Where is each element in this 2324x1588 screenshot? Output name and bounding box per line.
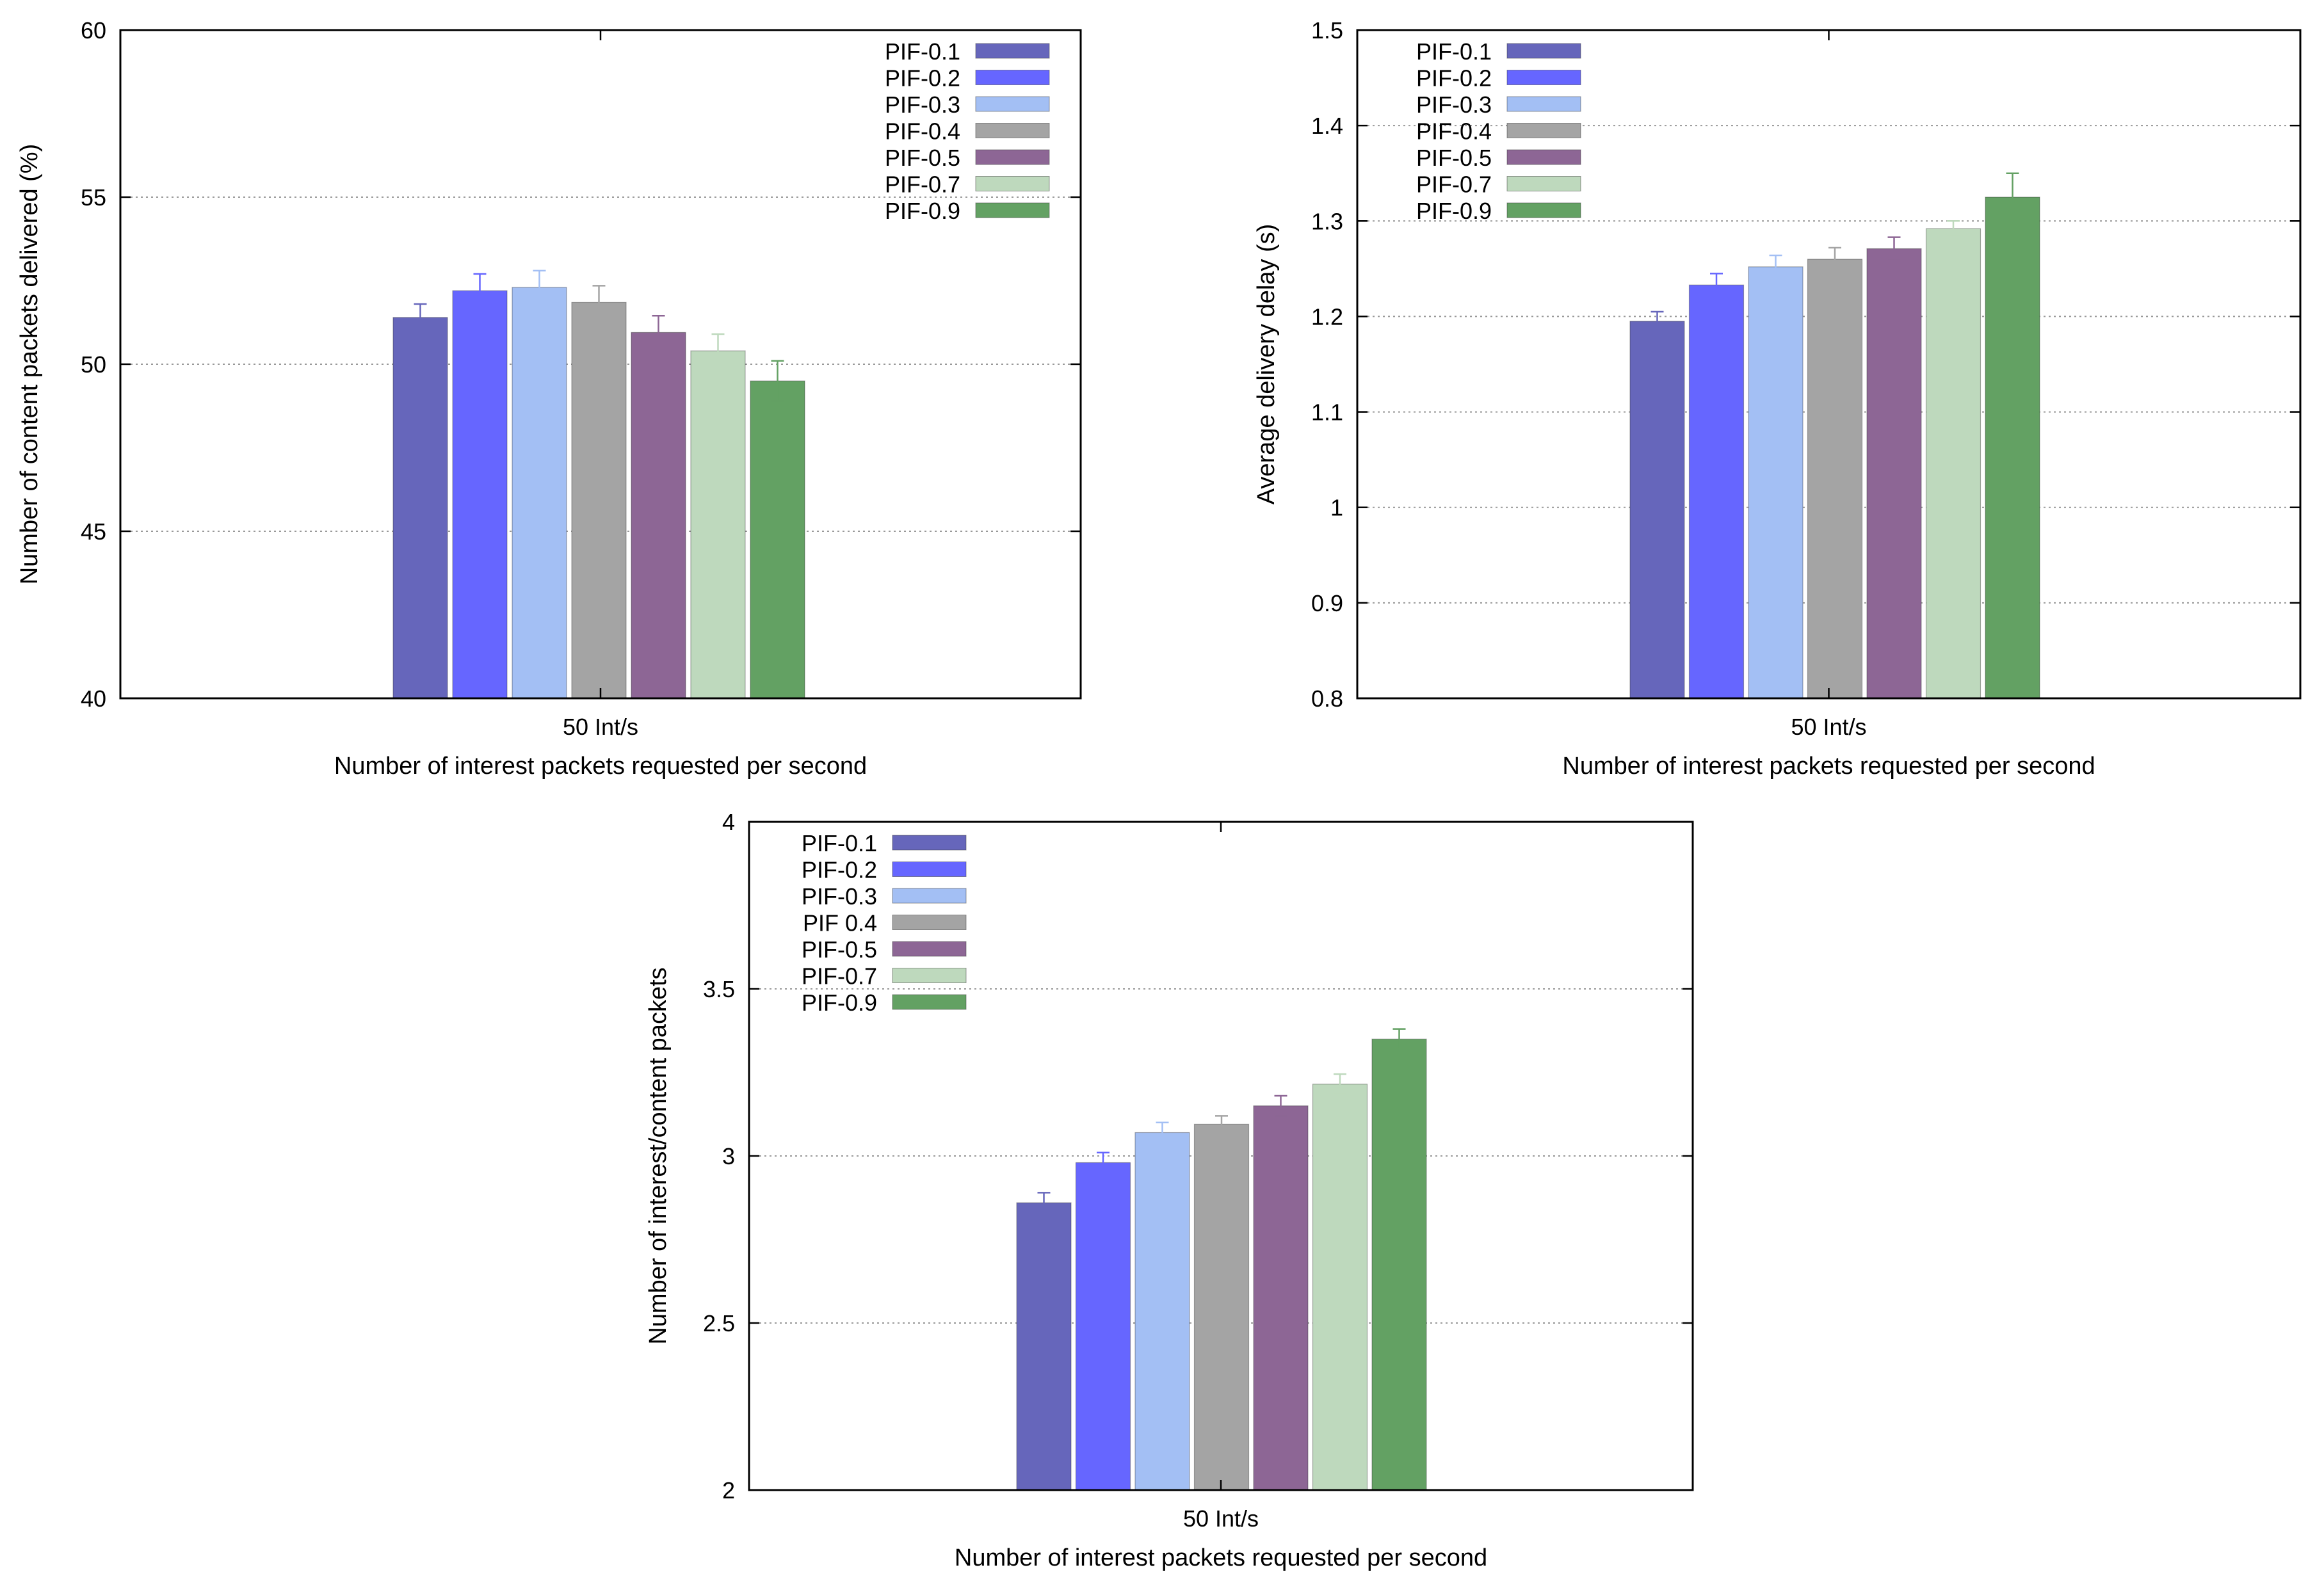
legend-label: PIF-0.5 [885,145,960,171]
y-tick-label: 1.3 [1311,208,1343,234]
x-tick-label: 50 Int/s [1183,1505,1259,1532]
bar-pif-0-9 [1371,1038,1427,1491]
legend-label: PIF-0.3 [885,92,960,118]
x-tick-label: 50 Int/s [1791,714,1866,740]
legend-label: PIF-0.9 [1416,198,1492,224]
bar-pif-0-7 [1925,228,1981,699]
legend-label: PIF-0.2 [1416,65,1492,92]
y-tick-label: 2 [722,1477,735,1504]
chart-delivery-delay: PIF-0.1PIF-0.2PIF-0.3PIF-0.4PIF-0.5PIF-0… [1253,17,2302,780]
y-tick-label: 55 [81,184,106,211]
legend-label: PIF-0.3 [802,883,877,910]
y-tick-label: 4 [722,809,735,835]
legend-swatch [1506,70,1581,85]
legend-label: PIF-0.5 [1416,145,1492,171]
legend-label: PIF-0.7 [802,963,877,990]
legend-label: PIF-0.1 [802,830,877,856]
x-axis-label: Number of interest packets requested per… [1562,753,2095,780]
y-tick-label: 2.5 [703,1310,735,1336]
y-tick-label: 0.8 [1311,686,1343,712]
legend-swatch [1506,43,1581,59]
legend-label: PIF-0.9 [802,990,877,1016]
bar-pif-0-7 [690,350,746,699]
bar-pif-0-3 [1748,266,1804,699]
bar-pif-0-9 [1985,196,2040,699]
legend-label: PIF 0.4 [803,910,877,936]
y-axis-label: Average delivery delay (s) [1253,224,1280,505]
bar-pif-0-2 [1688,284,1745,699]
legend-label: PIF-0.9 [885,198,960,224]
legend-label: PIF-0.7 [1416,172,1492,198]
legend-swatch [975,96,1050,112]
legend-swatch [892,862,967,877]
legend-label: PIF-0.7 [885,172,960,198]
y-tick-label: 1.5 [1311,17,1343,44]
y-tick-label: 50 [81,351,106,378]
legend-label: PIF-0.1 [885,38,960,65]
bar-pif-0-1 [1016,1202,1072,1491]
y-tick-label: 1.1 [1311,399,1343,426]
y-axis-label: Number of content packets delivered (%) [16,144,43,585]
bar-pif-0-5 [1866,248,1922,699]
bar-pif-0-2 [452,290,508,699]
legend-swatch [892,835,967,851]
legend-swatch [975,176,1050,191]
bar-pif-0-4 [571,301,627,699]
x-axis-label: Number of interest packets requested per… [955,1544,1487,1571]
bar-pif-0-1 [1629,321,1685,699]
bar-pif-0-3 [512,287,567,699]
legend-label: PIF-0.3 [1416,92,1492,118]
bar-pif-0-7 [1312,1084,1368,1491]
x-axis-label: Number of interest packets requested per… [334,753,867,780]
legend-swatch [975,70,1050,85]
x-tick-label: 50 Int/s [563,714,638,740]
legend-swatch [1506,123,1581,138]
y-tick-label: 45 [81,518,106,545]
legend-swatch [1506,176,1581,191]
bar-pif-0-2 [1075,1162,1131,1491]
bar-pif-0-4 [1807,259,1863,699]
bar-pif-0-5 [631,332,686,699]
legend-swatch [1506,96,1581,112]
legend-swatch [975,202,1050,218]
y-tick-label: 0.9 [1311,590,1343,616]
legend-swatch [975,123,1050,138]
chart-content-delivered: PIF-0.1PIF-0.2PIF-0.3PIF-0.4PIF-0.5PIF-0… [16,17,1082,780]
y-tick-label: 1.2 [1311,303,1343,330]
y-tick-label: 60 [81,17,106,44]
legend-label: PIF-0.2 [802,857,877,883]
legend-label: PIF-0.2 [885,65,960,92]
legend-swatch [892,994,967,1010]
legend-label: PIF-0.4 [1416,118,1492,145]
legend-swatch [975,43,1050,59]
legend-label: PIF-0.4 [885,118,960,145]
y-tick-label: 1 [1330,495,1343,521]
legend-swatch [1506,149,1581,165]
legend-swatch [892,888,967,904]
legend-swatch [892,941,967,957]
legend-swatch [892,968,967,983]
legend-label: PIF-0.5 [802,936,877,963]
legend-swatch [892,915,967,930]
y-tick-label: 3.5 [703,976,735,1002]
legend-swatch [975,149,1050,165]
y-axis-label: Number of interest/content packets [645,967,672,1344]
bar-pif-0-1 [392,317,448,699]
legend-swatch [1506,202,1581,218]
bar-pif-0-3 [1134,1132,1190,1491]
y-tick-label: 40 [81,686,106,712]
bar-pif-0-9 [750,380,805,699]
y-tick-label: 1.4 [1311,113,1343,139]
y-tick-label: 3 [722,1143,735,1169]
legend-label: PIF-0.1 [1416,38,1492,65]
bar-pif-0-5 [1253,1105,1309,1491]
bar-pif-0-4 [1193,1123,1250,1491]
